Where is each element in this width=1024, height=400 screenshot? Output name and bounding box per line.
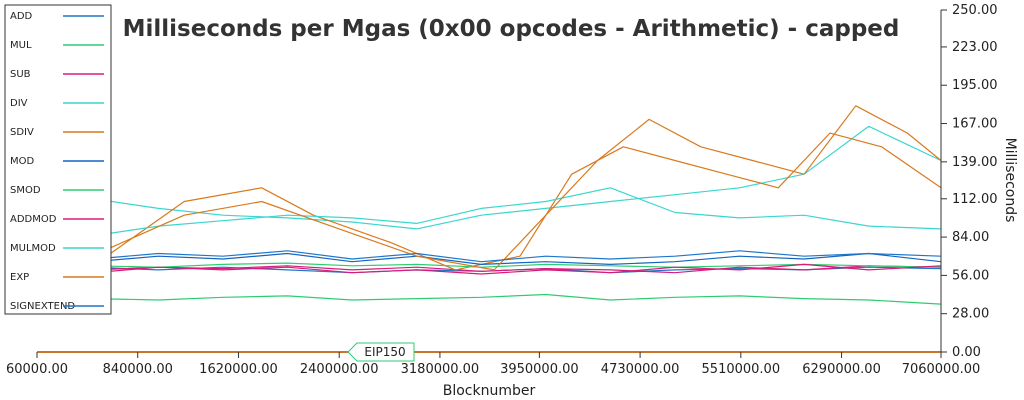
eip150-label: EIP150 bbox=[364, 345, 405, 359]
legend-box bbox=[4, 4, 112, 315]
x-tick-label: 60000.00 bbox=[6, 362, 68, 377]
series-line-sdiv bbox=[106, 132, 942, 271]
x-tick-label: 4730000.00 bbox=[601, 362, 680, 377]
x-tick-label: 3180000.00 bbox=[401, 362, 480, 377]
y-tick-label: 0.00 bbox=[952, 345, 981, 360]
series-layer bbox=[36, 105, 942, 305]
legend-item-addmod[interactable]: ADDMOD bbox=[10, 214, 104, 225]
series-line-exp bbox=[106, 105, 942, 271]
legend[interactable]: ADD MUL SUB DIV SDIV MOD SMOD ADDMOD MULMOD EXP SI… bbox=[4, 4, 112, 315]
legend-item-smod[interactable]: SMOD bbox=[10, 185, 104, 196]
y-tick-label: 84.00 bbox=[952, 230, 989, 245]
x-tick-label: 5510000.00 bbox=[702, 362, 781, 377]
y-tick-label: 139.00 bbox=[952, 155, 998, 170]
x-axis-label: Blocknumber bbox=[443, 383, 536, 399]
legend-label: MUL bbox=[10, 40, 32, 51]
y-tick-label: 250.00 bbox=[952, 3, 998, 18]
x-tick-label: 3950000.00 bbox=[500, 362, 579, 377]
series-line-signextend bbox=[36, 250, 942, 268]
legend-label: SDIV bbox=[10, 127, 34, 138]
x-tick-label: 2400000.00 bbox=[300, 362, 379, 377]
legend-item-mulmod[interactable]: MULMOD bbox=[10, 243, 104, 254]
y-tick-label: 195.00 bbox=[952, 78, 998, 93]
y-tick-label: 167.00 bbox=[952, 117, 998, 132]
x-tick-label: 1620000.00 bbox=[199, 362, 278, 377]
y-tick-label: 112.00 bbox=[952, 192, 998, 207]
series-line-mod bbox=[36, 252, 942, 271]
eip150-marker bbox=[347, 342, 415, 362]
eip150-annotation: EIP150 bbox=[37, 342, 941, 362]
x-tick-label: 7060000.00 bbox=[902, 362, 981, 377]
legend-label: EXP bbox=[10, 272, 29, 283]
legend-items: ADD MUL SUB DIV SDIV MOD SMOD ADDMOD MULMOD EXP SI… bbox=[10, 11, 104, 312]
legend-item-exp[interactable]: EXP bbox=[10, 272, 104, 283]
legend-label: ADD bbox=[10, 11, 33, 22]
x-tick-label: 6290000.00 bbox=[802, 362, 881, 377]
legend-label: SUB bbox=[10, 69, 31, 80]
legend-item-sdiv[interactable]: SDIV bbox=[10, 127, 104, 138]
x-tick-label: 840000.00 bbox=[103, 362, 173, 377]
legend-label: DIV bbox=[10, 98, 28, 109]
y-tick-label: 223.00 bbox=[952, 40, 998, 55]
series-line-mulmod bbox=[36, 187, 942, 244]
legend-label: MOD bbox=[10, 156, 34, 167]
y-axis-label: Milliseconds bbox=[1002, 138, 1018, 223]
series-line-div bbox=[36, 125, 942, 230]
y-tick-label: 56.00 bbox=[952, 268, 989, 283]
legend-item-mul[interactable]: MUL bbox=[10, 40, 104, 51]
legend-item-add[interactable]: ADD bbox=[10, 11, 104, 22]
legend-label: SMOD bbox=[10, 185, 41, 196]
legend-label: SIGNEXTEND bbox=[10, 301, 75, 312]
y-axis-ticks: 0.00 28.00 56.00 84.00 112.00 139.00 167.00 195… bbox=[941, 3, 998, 360]
x-axis-ticks: 60000.00 840000.00 1620000.00 2400000.00 318… bbox=[6, 352, 980, 377]
legend-label: ADDMOD bbox=[10, 214, 57, 225]
legend-item-div[interactable]: DIV bbox=[10, 98, 104, 109]
series-line-mul bbox=[36, 293, 942, 305]
legend-label: MULMOD bbox=[10, 243, 56, 254]
legend-item-signextend[interactable]: SIGNEXTEND bbox=[10, 301, 104, 312]
chart-title: Milliseconds per Mgas (0x00 opcodes - Ar… bbox=[123, 16, 900, 42]
legend-item-sub[interactable]: SUB bbox=[10, 69, 104, 80]
series-line-addmod bbox=[36, 263, 942, 279]
y-tick-label: 28.00 bbox=[952, 307, 989, 322]
legend-item-mod[interactable]: MOD bbox=[10, 156, 104, 167]
